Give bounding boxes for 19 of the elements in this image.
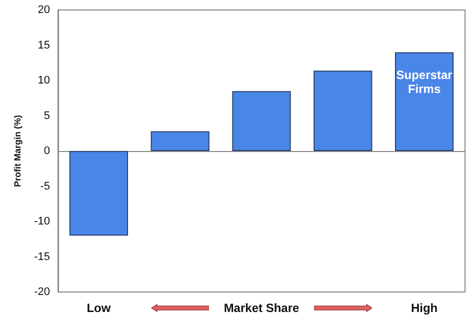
y-tick-label: 5 [44,110,50,122]
y-tick-label: -5 [40,180,50,192]
y-tick-label: 10 [38,74,50,86]
x-tick-label: High [410,301,438,315]
bar [394,52,454,151]
annotation: Superstar Firms [395,68,454,96]
y-tick-label: 0 [44,145,50,157]
y-tick-label: 20 [38,4,50,16]
y-tick-label: -10 [34,216,50,228]
x-tick-label: Market Share [224,301,300,315]
bar [69,151,128,236]
bar [150,131,210,151]
y-tick-label: -20 [34,286,50,298]
y-tick-label: -15 [34,250,50,263]
y-axis-title: Profit Margin (%) [12,115,22,187]
y-tick-label: 15 [38,39,50,52]
bar [314,70,372,151]
bar [232,91,291,151]
x-tick-label: Low [86,301,112,315]
